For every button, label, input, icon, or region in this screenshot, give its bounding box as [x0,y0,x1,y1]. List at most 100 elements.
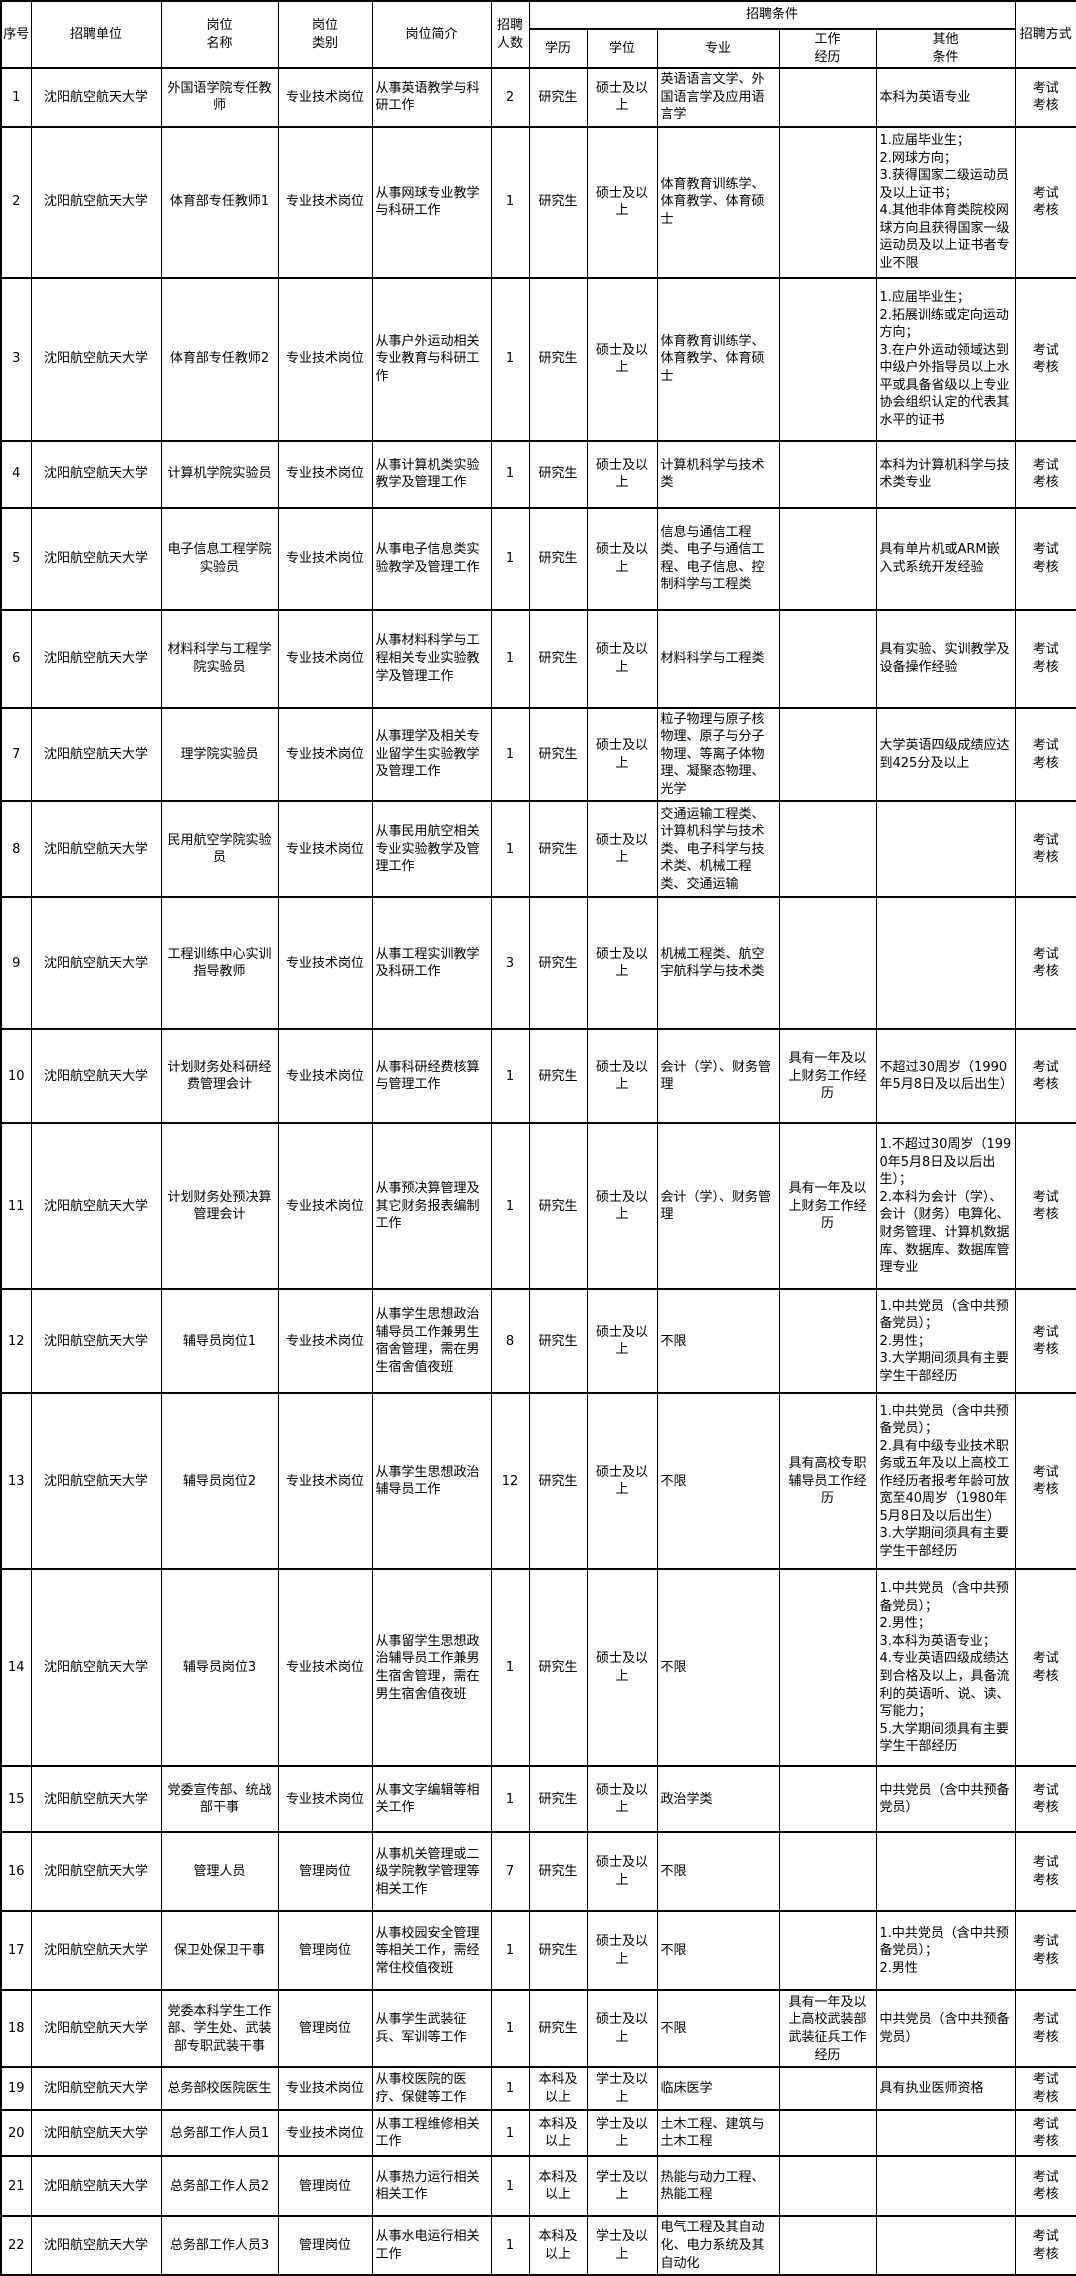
table-row: 6 沈阳航空航天大学 材料科学与工程学院实验员 专业技术岗位 从事材料科学与工程… [0,608,1076,709]
cell-desc: 从事水电运行相关工作 [371,2215,492,2276]
cell-exp [778,1831,877,1913]
cell-degree: 硕士及以上 [586,706,658,803]
cell-count: 1 [490,276,530,442]
header-cell-count: 招聘 人数 [490,0,530,70]
cell-count: 1 [490,1989,530,2069]
cell-method: 考试 考核 [1014,276,1076,442]
cell-unit: 沈阳航空航天大学 [30,506,162,611]
cell-post-name: 党委本科学生工作部、学生处、武装部专职武装干事 [160,1989,279,2069]
cell-edu: 本科及以上 [528,2066,588,2112]
cell-major: 材料科学与工程类 [656,608,780,709]
table-row: 10 沈阳航空航天大学 计划财务处科研经费管理会计 专业技术岗位 从事科研经费核… [0,1028,1076,1125]
cell-unit: 沈阳航空航天大学 [30,1288,162,1395]
cell-major: 土木工程、建筑与土木工程 [656,2109,780,2158]
cell-seq: 1 [0,67,32,128]
cell-count: 1 [490,439,530,509]
cell-seq: 4 [0,439,32,509]
table-row: 1 沈阳航空航天大学 外国语学院专任教师 专业技术岗位 从事英语教学与科研工作 … [0,67,1076,128]
cell-edu: 研究生 [528,276,588,442]
cell-degree: 硕士及以上 [586,1989,658,2069]
cell-count: 1 [490,800,530,899]
cell-exp [778,1288,877,1395]
cell-count: 1 [490,506,530,611]
cell-edu: 研究生 [528,1831,588,1913]
cell-category: 专业技术岗位 [277,706,373,803]
cell-desc: 从事民用航空相关专业实验教学及管理工作 [371,800,492,899]
cell-degree: 硕士及以上 [586,1765,658,1834]
cell-seq: 21 [0,2155,32,2218]
table-row: 4 沈阳航空航天大学 计算机学院实验员 专业技术岗位 从事计算机类实验教学及管理… [0,439,1076,509]
cell-major: 不限 [656,1989,780,2069]
cell-degree: 硕士及以上 [586,800,658,899]
cell-edu: 研究生 [528,125,588,279]
cell-major: 英语语言文学、外国语言学及应用语言学 [656,67,780,128]
cell-edu: 研究生 [528,800,588,899]
cell-other [875,2215,1016,2276]
header-cell-seq: 序号 [0,0,32,70]
cell-post-name: 理学院实验员 [160,706,279,803]
cell-degree: 学士及以上 [586,2066,658,2112]
cell-category: 专业技术岗位 [277,1765,373,1834]
cell-category: 专业技术岗位 [277,1568,373,1768]
cell-post-name: 总务部校医院医生 [160,2066,279,2112]
cell-method: 考试 考核 [1014,1568,1076,1768]
header-row-2: 学历 学位 专业 工作 经历 其他 条件 [1,27,1076,70]
cell-category: 专业技术岗位 [277,896,373,1031]
cell-other: 本科为计算机科学与技术类专业 [875,439,1016,509]
cell-exp [778,276,877,442]
cell-method: 考试 考核 [1014,1831,1076,1913]
cell-exp: 具有一年及以上高校武装部武装征兵工作经历 [778,1989,877,2069]
cell-major: 信息与通信工程类、电子与通信工程、电子信息、控制科学与工程类 [656,506,780,611]
cell-degree: 硕士及以上 [586,1910,658,1992]
cell-desc: 从事留学生思想政治辅导员工作兼男生宿舍管理，需在男生宿舍值夜班 [371,1568,492,1768]
cell-major: 体育教育训练学、体育教学、体育硕士 [656,276,780,442]
cell-category: 管理岗位 [277,2155,373,2218]
cell-count: 1 [490,1910,530,1992]
cell-post-name: 电子信息工程学院实验员 [160,506,279,611]
cell-unit: 沈阳航空航天大学 [30,2215,162,2276]
cell-category: 专业技术岗位 [277,1392,373,1571]
cell-desc: 从事校医院的医疗、保健等工作 [371,2066,492,2112]
cell-method: 考试 考核 [1014,125,1076,279]
cell-seq: 16 [0,1831,32,1913]
cell-desc: 从事预决算管理及其它财务报表编制工作 [371,1122,492,1291]
cell-method: 考试 考核 [1014,2215,1076,2276]
cell-count: 2 [490,67,530,128]
cell-seq: 5 [0,506,32,611]
cell-major: 交通运输工程类、计算机科学与技术类、电子科学与技术类、机械工程类、交通运输 [656,800,780,899]
table-body: 1 沈阳航空航天大学 外国语学院专任教师 专业技术岗位 从事英语教学与科研工作 … [0,67,1076,2276]
cell-category: 专业技术岗位 [277,439,373,509]
cell-exp [778,706,877,803]
cell-major: 不限 [656,1392,780,1571]
cell-seq: 6 [0,608,32,709]
cell-unit: 沈阳航空航天大学 [30,439,162,509]
header-cell-desc: 岗位简介 [371,0,492,70]
cell-seq: 13 [0,1392,32,1571]
cell-unit: 沈阳航空航天大学 [30,608,162,709]
cell-method: 考试 考核 [1014,2066,1076,2112]
cell-other: 1.应届毕业生； 2.拓展训练或定向运动方向； 3.在户外运动领域达到中级户外指… [875,276,1016,442]
cell-method: 考试 考核 [1014,2155,1076,2218]
cell-edu: 研究生 [528,1392,588,1571]
cell-post-name: 材料科学与工程学院实验员 [160,608,279,709]
cell-count: 3 [490,896,530,1031]
cell-category: 管理岗位 [277,1989,373,2069]
header-cell-edu: 学历 [528,27,588,70]
cell-count: 1 [490,2155,530,2218]
cell-unit: 沈阳航空航天大学 [30,125,162,279]
cell-exp [778,2109,877,2158]
cell-edu: 研究生 [528,1122,588,1291]
cell-unit: 沈阳航空航天大学 [30,1989,162,2069]
cell-degree: 硕士及以上 [586,1122,658,1291]
table-row: 14 沈阳航空航天大学 辅导员岗位3 专业技术岗位 从事留学生思想政治辅导员工作… [0,1568,1076,1768]
cell-desc: 从事电子信息类实验教学及管理工作 [371,506,492,611]
cell-edu: 研究生 [528,1765,588,1834]
cell-degree: 学士及以上 [586,2155,658,2218]
cell-method: 考试 考核 [1014,1392,1076,1571]
cell-unit: 沈阳航空航天大学 [30,1392,162,1571]
cell-exp [778,125,877,279]
cell-major: 体育教育训练学、体育教学、体育硕士 [656,125,780,279]
cell-edu: 研究生 [528,506,588,611]
cell-method: 考试 考核 [1014,439,1076,509]
